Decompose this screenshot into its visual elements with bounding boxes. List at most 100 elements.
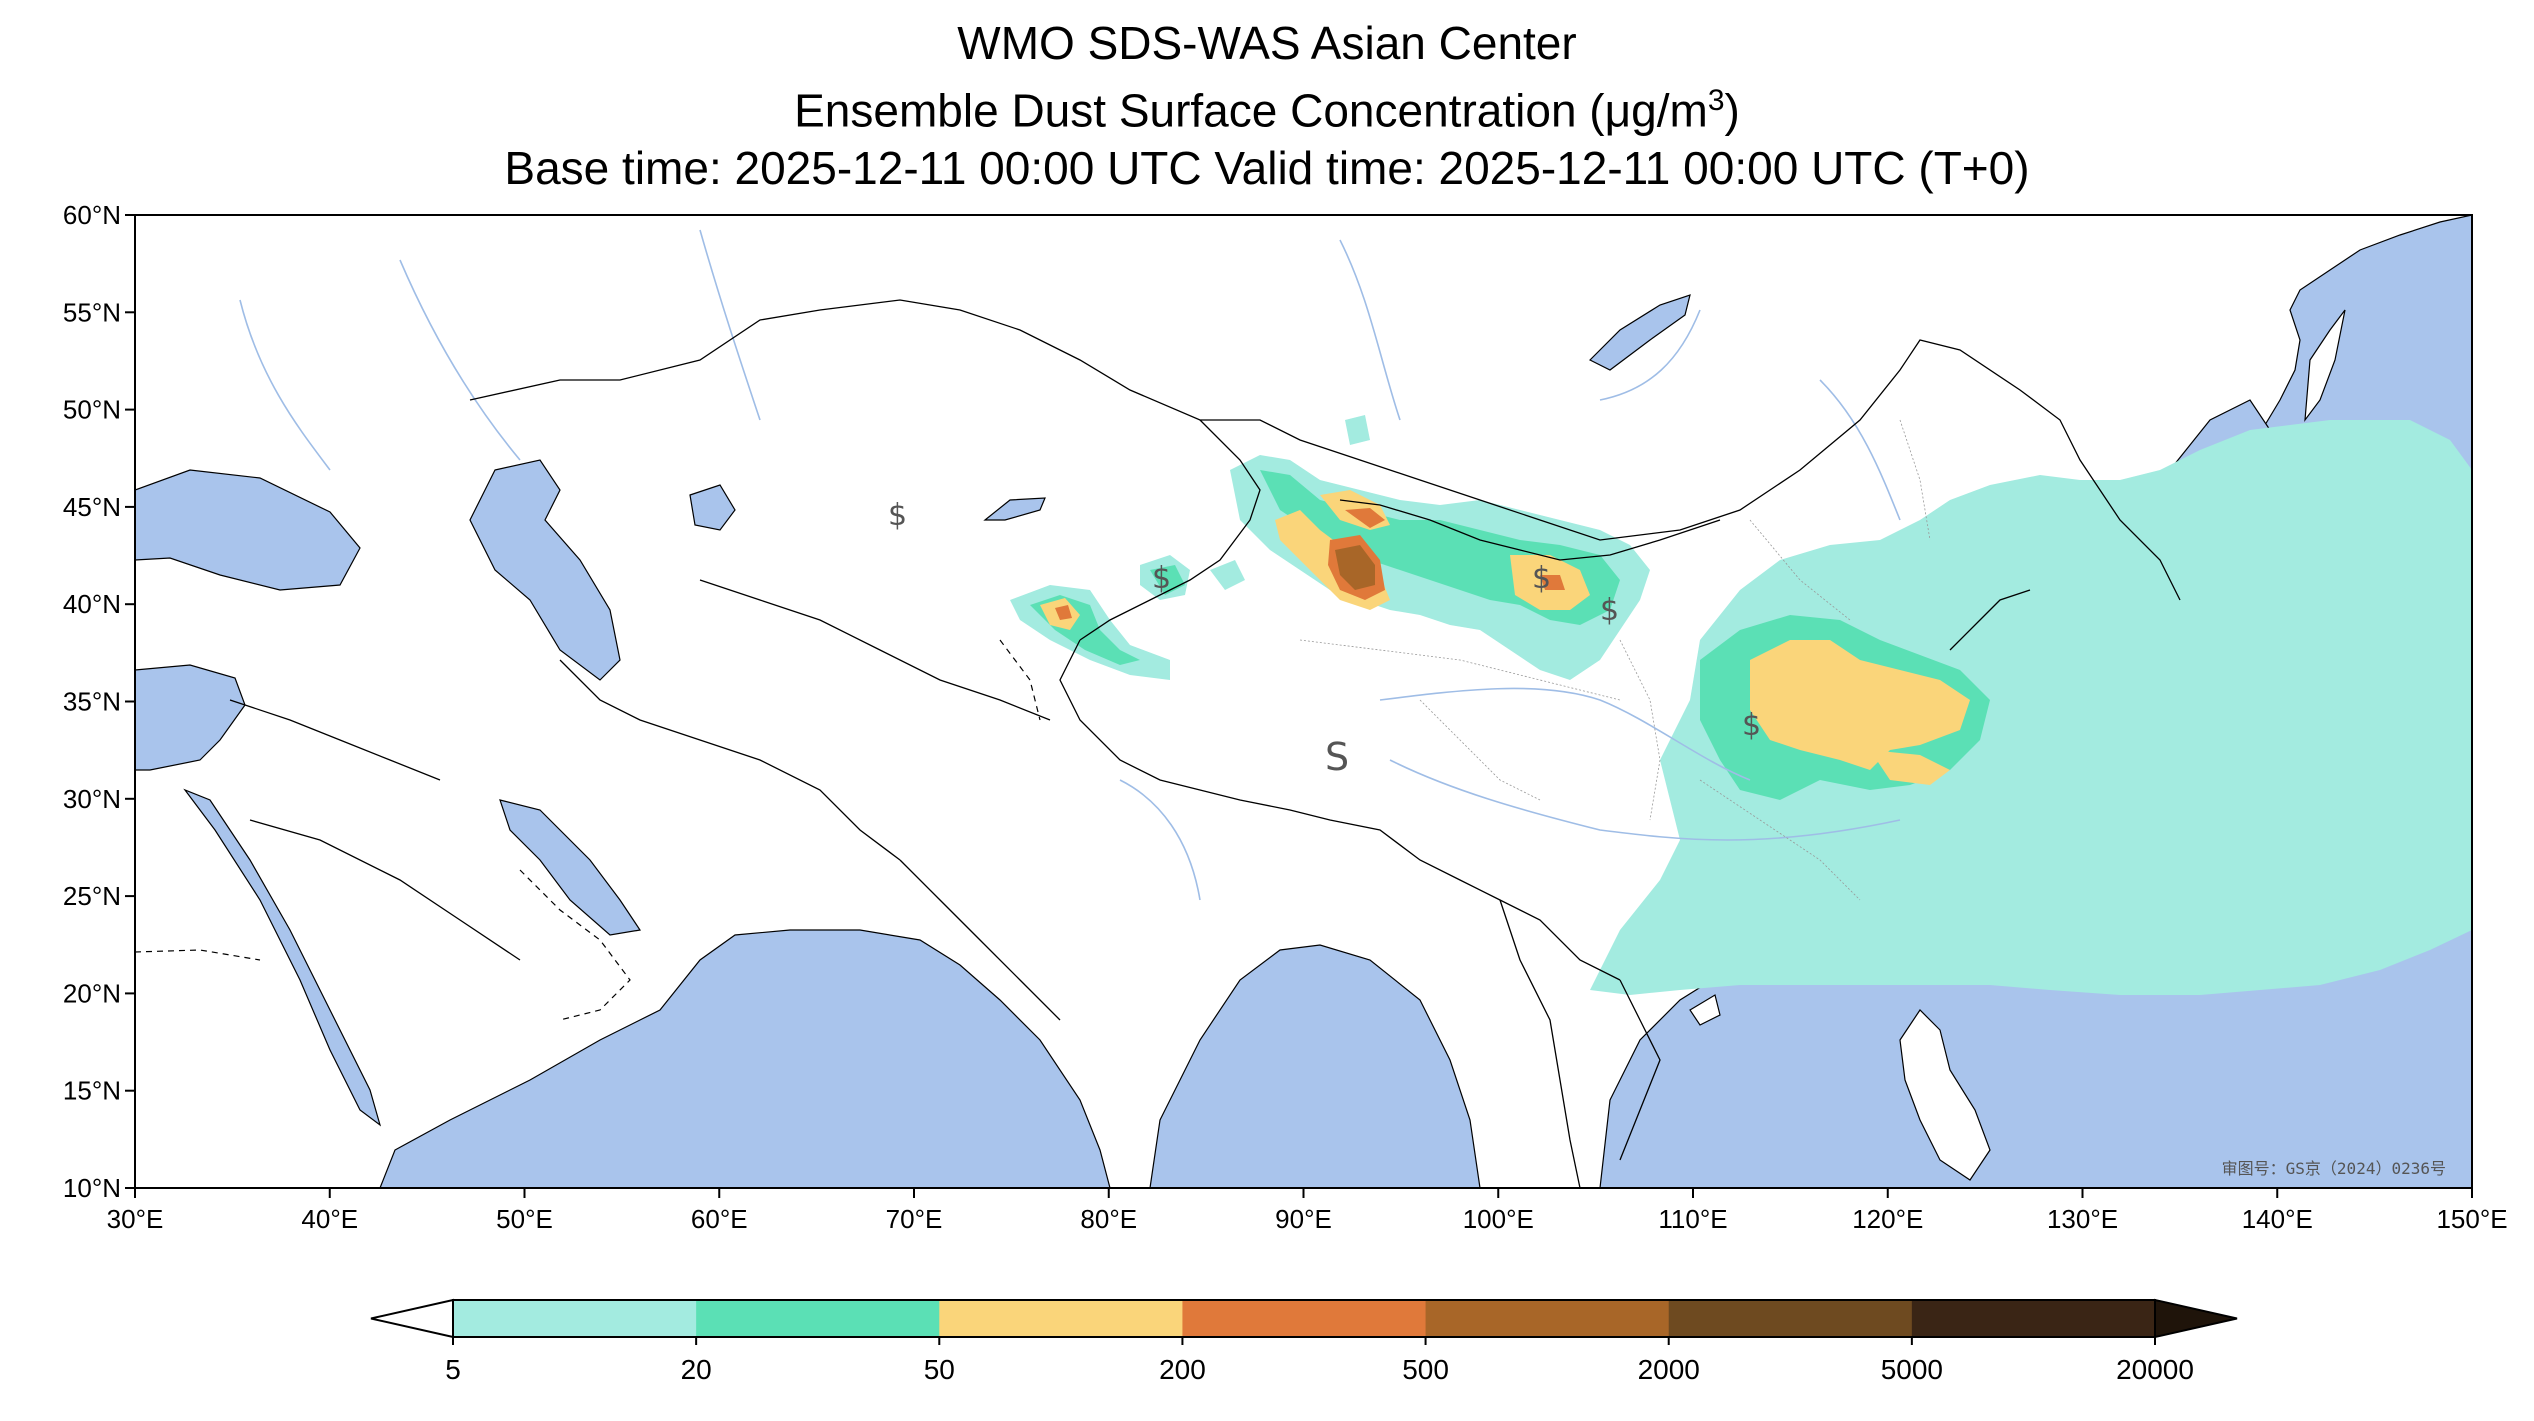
border-myanmar-thailand [1499,899,1581,1188]
lake-baikal [1588,294,1691,371]
border-iran-east [559,659,901,861]
latitude-tick-label: 50°N [63,395,121,425]
rivers [239,229,1901,901]
dust-region-east-asia [1590,420,2472,995]
colorbar-level-label: 2000 [1638,1354,1700,1385]
border-vietnam-laos [1619,979,1661,1161]
colorbar-level-label: 5000 [1881,1354,1943,1385]
latitude-tick-label: 55°N [63,297,121,327]
border-dashed-kashmir [999,639,1041,721]
dust-level-500 [1335,545,1375,590]
disputed-borders [135,639,1041,1021]
longitude-tick-label: 130°E [2047,1204,2118,1234]
border-korea [1949,589,2031,651]
bay-of-bengal [1149,944,1481,1188]
longitude-tick-label: 140°E [2242,1204,2313,1234]
station-marker: $ [1600,593,1619,628]
latitude-tick-label: 60°N [63,200,121,230]
caspian-sea [469,459,621,681]
border-pakistan-india [899,859,1061,1021]
dust-very-high-junggar [1345,508,1385,528]
station-marker: $ [1152,561,1171,596]
latitude-tick-label: 25°N [63,881,121,911]
title-line-1: WMO SDS-WAS Asian Center [957,17,1577,69]
sakhalin [2304,309,2346,423]
latitude-tick-label: 30°N [63,784,121,814]
title-line-3: Base time: 2025-12-11 00:00 UTC Valid ti… [504,142,2030,195]
longitude-axis: 30°E 40°E 50°E 60°E 70°E 80°E 90°E 100°E 110°E 12… [107,1188,2508,1234]
longitude-tick-label: 30°E [107,1204,164,1234]
latitude-tick-label: 45°N [63,492,121,522]
dust-concentration-field [1010,415,2472,995]
border-central-asia-south [699,579,1051,721]
colorbar-under-triangle [370,1298,454,1339]
colorbar-level-label: 20 [681,1354,712,1385]
river-don [239,299,331,471]
country-borders [229,299,2181,1188]
aral-sea [689,484,736,531]
station-marker: $ [1532,561,1551,596]
map-title-block: WMO SDS-WAS Asian Center Ensemble Dust S… [0,14,2534,197]
black-sea [135,469,361,591]
longitude-tick-label: 80°E [1080,1204,1137,1234]
longitude-tick-label: 40°E [301,1204,358,1234]
colorbar-level-label: 200 [1159,1354,1206,1385]
dust-high-north-china [1750,640,1970,770]
station-marker: S [1325,735,1349,779]
border-china-south-asia [1059,639,1621,981]
colorbar-level-label: 20000 [2116,1354,2194,1385]
dust-extreme-tarim [1335,545,1375,590]
longitude-tick-label: 100°E [1463,1204,1534,1234]
colorbar-segment [939,1300,1183,1337]
river-volga [399,259,521,461]
station-marker: $ [1742,708,1761,743]
hainan [1689,994,1721,1026]
river-selenga [1599,309,1701,401]
river-yenisei [1339,239,1401,421]
latitude-tick-label: 20°N [63,978,121,1008]
river-yangtze [1389,759,1901,841]
latitude-tick-label: 15°N [63,1076,121,1106]
longitude-tick-label: 90°E [1275,1204,1332,1234]
longitude-tick-label: 70°E [886,1204,943,1234]
unit-text: g/m [1631,84,1708,137]
province-line-6 [1899,419,1931,541]
map-approval-stamp: 审图号：GS京（2024）0236号 [2222,1159,2446,1178]
border-arabia-north [249,819,521,961]
border-kazakhstan-china [1079,419,1261,641]
arabian-sea [379,929,1111,1188]
longitude-tick-label: 120°E [1852,1204,1923,1234]
province-boundaries [1299,419,1931,901]
colorbar-segment [1911,1300,2156,1337]
dust-very-high-alxa [1540,575,1565,590]
border-russia-south [469,299,2181,601]
lake-balkhash [983,497,1046,521]
colorbar-frame [452,1299,2156,1338]
dust-high-huaihe [1870,750,1950,785]
map-plot-area: $ $ $ $ $ S 审图号：GS京（2024）0236号 [135,215,2472,1188]
station-markers: $ $ $ $ $ S [888,498,1761,779]
dust-very-high-kashgar [1055,605,1072,620]
unit-superscript: 3 [1707,84,1725,117]
longitude-tick-label: 50°E [496,1204,553,1234]
persian-gulf [499,799,642,936]
river-yellow [1379,687,1751,781]
province-line-4 [1699,779,1861,901]
latitude-tick-label: 35°N [63,687,121,717]
province-line-1 [1299,639,1621,701]
colorbar: 5 20 50 200 500 2000 5000 20000 [370,1298,2238,1385]
dust-region-small-2 [1345,415,1370,445]
philippines [1899,1009,1991,1181]
river-ob [699,229,761,421]
colorbar-segment [1668,1300,1913,1337]
colorbar-segment [453,1300,697,1337]
colorbar-segment [1425,1300,1670,1337]
colorbar-segment [696,1300,940,1337]
longitude-tick-label: 150°E [2436,1204,2507,1234]
latitude-tick-label: 10°N [63,1173,121,1203]
border-mongolia-china [1339,499,1721,561]
dust-region-small-1 [1210,560,1245,590]
colorbar-level-label: 50 [924,1354,955,1385]
colorbar-segment [1182,1300,1427,1337]
